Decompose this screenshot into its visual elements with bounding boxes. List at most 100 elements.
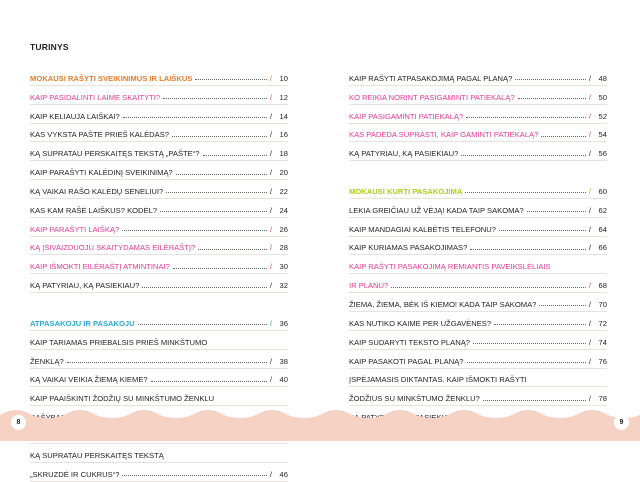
toc-entry[interactable]: KĄ PATYRIAU, KĄ PASIEKIAU? / 32 bbox=[30, 274, 288, 294]
slash-divider: / bbox=[269, 205, 272, 215]
dot-leader bbox=[499, 229, 586, 232]
toc-entry-page: 50 bbox=[598, 92, 607, 102]
toc-entry-page: 62 bbox=[598, 205, 607, 215]
dot-leader bbox=[482, 399, 586, 401]
toc-entry[interactable]: KĄ PATYRIAU, KĄ PASIEKIAU? / 56 bbox=[349, 142, 607, 162]
toc-entry-title: ATPASAKOJU IR PASAKOJU bbox=[30, 318, 135, 328]
toc-entry[interactable]: KO REIKIA NORINT PASIGAMINTI PATIEKALĄ? /… bbox=[349, 86, 607, 105]
dot-leader bbox=[198, 248, 267, 250]
toc-entry-title: ŽENKLĄ? bbox=[30, 356, 64, 366]
toc-entry[interactable]: KAS NUTIKO KAIME PER UŽGAVĖNES? / 72 bbox=[349, 312, 607, 331]
toc-entry-title: KĄ VAIKAI RAŠO KALĖDŲ SENELIUI? bbox=[30, 186, 164, 196]
toc-entry[interactable]: KĄ ĮSIVAIZDUOJU SKAITYDAMAS EILĖRAŠTĮ? / 2… bbox=[30, 237, 288, 256]
toc-right-column: KAIP RAŠYTI ATPASAKOJIMĄ PAGAL PLANĄ? / 48… bbox=[349, 67, 607, 426]
dot-leader bbox=[122, 116, 267, 119]
slash-divider: / bbox=[269, 356, 272, 366]
toc-entry-page: 32 bbox=[279, 281, 288, 291]
toc-entry-title: KAIP TARIAMAS PRIEBALSIS PRIEŠ MINKŠTUMO bbox=[30, 337, 208, 347]
toc-entry[interactable]: KAIP PASIDALINTI LAIME SKAITYTI? / 12 bbox=[30, 86, 288, 105]
toc-entry-page: 48 bbox=[598, 73, 607, 83]
slash-divider: / bbox=[269, 243, 272, 253]
toc-entry-page: 22 bbox=[279, 186, 288, 196]
toc-entry[interactable]: KĄ SUPRATAU PERSKAITĘS TEKSTĄ bbox=[30, 444, 288, 463]
toc-entry[interactable]: IR PLANU? / 68 bbox=[349, 274, 607, 294]
toc-entry[interactable]: KAIP RAŠYTI PASAKOJIMĄ REMIANTIS PAVEIKS… bbox=[349, 255, 607, 275]
toc-entry-title: KAS VYKSTA PAŠTE PRIEŠ KALĖDAS? bbox=[30, 130, 169, 140]
toc-entry[interactable]: KAIP MANDAGIAI KALBĖTIS TELEFONU? / 64 bbox=[349, 218, 607, 237]
toc-entry[interactable]: ŽODŽIUS SU MINKŠTUMO ŽENKLU? / 78 bbox=[349, 387, 607, 407]
toc-entry-title: „SKRUZDĖ IR CUKRUS“? bbox=[30, 469, 120, 479]
dot-leader bbox=[461, 154, 586, 156]
toc-entry-title: KAIP RAŠYTI ATPASAKOJIMĄ PAGAL PLANĄ? bbox=[349, 73, 513, 83]
toc-entry-page: 66 bbox=[598, 243, 607, 253]
dot-leader bbox=[122, 229, 267, 232]
page-number-left: 8 bbox=[11, 415, 26, 430]
toc-entry[interactable]: KAIP PASIGAMINTI PATIEKALĄ? / 52 bbox=[349, 105, 607, 124]
toc-entry[interactable]: KAIP PAAIŠKINTI ŽODŽIŲ SU MINKŠTUMO ŽENK… bbox=[30, 387, 288, 407]
toc-entry-page: 70 bbox=[598, 299, 607, 309]
slash-divider: / bbox=[269, 92, 272, 102]
dot-leader bbox=[515, 78, 586, 81]
slash-divider: / bbox=[588, 92, 591, 102]
toc-entry-title: LEKIA GREIČIAU UŽ VĖJĄ! KADA TAIP SAKOMA… bbox=[349, 205, 524, 215]
toc-entry-title: KAIP PARAŠYTI LAIŠKĄ? bbox=[30, 224, 120, 234]
toc-entry[interactable]: KAS KAM RAŠĖ LAIŠKUS? KODĖL? / 24 bbox=[30, 199, 288, 218]
dot-leader bbox=[539, 304, 586, 307]
toc-entry-page: 30 bbox=[279, 262, 288, 272]
slash-divider: / bbox=[588, 337, 591, 347]
slash-divider: / bbox=[269, 168, 272, 178]
dot-leader bbox=[466, 116, 586, 119]
toc-entry[interactable]: KAIP PARAŠYTI LAIŠKĄ? / 26 bbox=[30, 218, 288, 237]
toc-entry[interactable]: KĄ SUPRATAU PERSKAITĘS TEKSTĄ „PAŠTE“? / 1… bbox=[30, 142, 288, 162]
toc-entry-page: 78 bbox=[598, 394, 607, 404]
toc-entry-title: KĄ ĮSIVAIZDUOJU SKAITYDAMAS EILĖRAŠTĮ? bbox=[30, 243, 196, 253]
page-number-right: 9 bbox=[614, 415, 629, 430]
toc-entry[interactable]: KAS VYKSTA PAŠTE PRIEŠ KALĖDAS? / 16 bbox=[30, 124, 288, 143]
toc-entry-title: ŽIEMA, ŽIEMA, BĖK IŠ KIEMO! KADA TAIP SA… bbox=[349, 299, 537, 309]
toc-entry[interactable]: MOKAUSI KURTI PASAKOJIMĄ / 60 bbox=[349, 180, 607, 199]
toc-entry-page: 60 bbox=[598, 186, 607, 196]
toc-entry-page: 36 bbox=[279, 318, 288, 328]
dot-leader bbox=[122, 474, 267, 477]
toc-entry[interactable]: KAIP RAŠYTI ATPASAKOJIMĄ PAGAL PLANĄ? / 48 bbox=[349, 67, 607, 86]
slash-divider: / bbox=[269, 375, 272, 385]
toc-entry[interactable]: ŽENKLĄ? / 38 bbox=[30, 350, 288, 369]
toc-entry-title: MOKAUSI KURTI PASAKOJIMĄ bbox=[349, 186, 463, 196]
toc-entry[interactable]: KAIP KURIAMAS PASAKOJIMAS? / 66 bbox=[349, 237, 607, 256]
toc-entry-page: 76 bbox=[598, 356, 607, 366]
dot-leader bbox=[163, 97, 267, 100]
slash-divider: / bbox=[588, 73, 591, 83]
toc-entry[interactable]: LEKIA GREIČIAU UŽ VĖJĄ! KADA TAIP SAKOMA… bbox=[349, 199, 607, 218]
page-title: TURINYS bbox=[30, 42, 69, 52]
toc-entry-page: 20 bbox=[279, 168, 288, 178]
slash-divider: / bbox=[588, 205, 591, 215]
toc-entry[interactable]: ATPASAKOJU IR PASAKOJU / 36 bbox=[30, 312, 288, 331]
section-gap bbox=[30, 293, 288, 312]
toc-entry[interactable]: „SKRUZDĖ IR CUKRUS“? / 46 bbox=[30, 463, 288, 482]
slash-divider: / bbox=[269, 73, 272, 83]
toc-entry[interactable]: KAIP SUDARYTI TEKSTO PLANĄ? / 74 bbox=[349, 331, 607, 350]
toc-entry-title: KAIP PASIDALINTI LAIME SKAITYTI? bbox=[30, 92, 161, 102]
toc-entry-title: KĄ SUPRATAU PERSKAITĘS TEKSTĄ bbox=[30, 450, 164, 460]
toc-entry[interactable]: KĄ VAIKAI VEIKIA ŽIEMĄ KIEME? / 40 bbox=[30, 369, 288, 388]
slash-divider: / bbox=[588, 224, 591, 234]
toc-entry[interactable]: KAS PADEDA SUPRASTI, KAIP GAMINTI PATIEK… bbox=[349, 124, 607, 143]
toc-entry-title: MOKAUSI RAŠYTI SVEIKINIMUS IR LAIŠKUS bbox=[30, 73, 193, 83]
toc-entry[interactable]: KAIP KELIAUJA LAIŠKAI? / 14 bbox=[30, 105, 288, 124]
toc-entry[interactable]: KĄ VAIKAI RAŠO KALĖDŲ SENELIUI? / 22 bbox=[30, 180, 288, 199]
toc-entry[interactable]: KAIP IŠMOKTI EILĖRAŠTĮ ATMINTINAI? / 30 bbox=[30, 255, 288, 275]
toc-entry-page: 56 bbox=[598, 149, 607, 159]
toc-entry-title: KAIP PASIGAMINTI PATIEKALĄ? bbox=[349, 111, 464, 121]
slash-divider: / bbox=[269, 224, 272, 234]
toc-entry[interactable]: KAIP PARAŠYTI KALĖDINĮ SVEIKINIMĄ? / 20 bbox=[30, 161, 288, 181]
toc-entry[interactable]: KAIP TARIAMAS PRIEBALSIS PRIEŠ MINKŠTUMO bbox=[30, 331, 288, 350]
toc-entry-page: 12 bbox=[279, 92, 288, 102]
toc-entry[interactable]: ŽIEMA, ŽIEMA, BĖK IŠ KIEMO! KADA TAIP SA… bbox=[349, 293, 607, 312]
dot-leader bbox=[470, 248, 586, 250]
toc-entry[interactable]: ĮSPĖJAMASIS DIKTANTAS. KAIP IŠMOKTI RAŠY… bbox=[349, 369, 607, 388]
toc-entry[interactable]: KAIP PASAKOTI PAGAL PLANĄ? / 76 bbox=[349, 350, 607, 369]
slash-divider: / bbox=[269, 130, 272, 140]
toc-entry[interactable]: MOKAUSI RAŠYTI SVEIKINIMUS IR LAIŠKUS / 10 bbox=[30, 67, 288, 86]
slash-divider: / bbox=[269, 281, 272, 291]
dot-leader bbox=[472, 342, 586, 345]
